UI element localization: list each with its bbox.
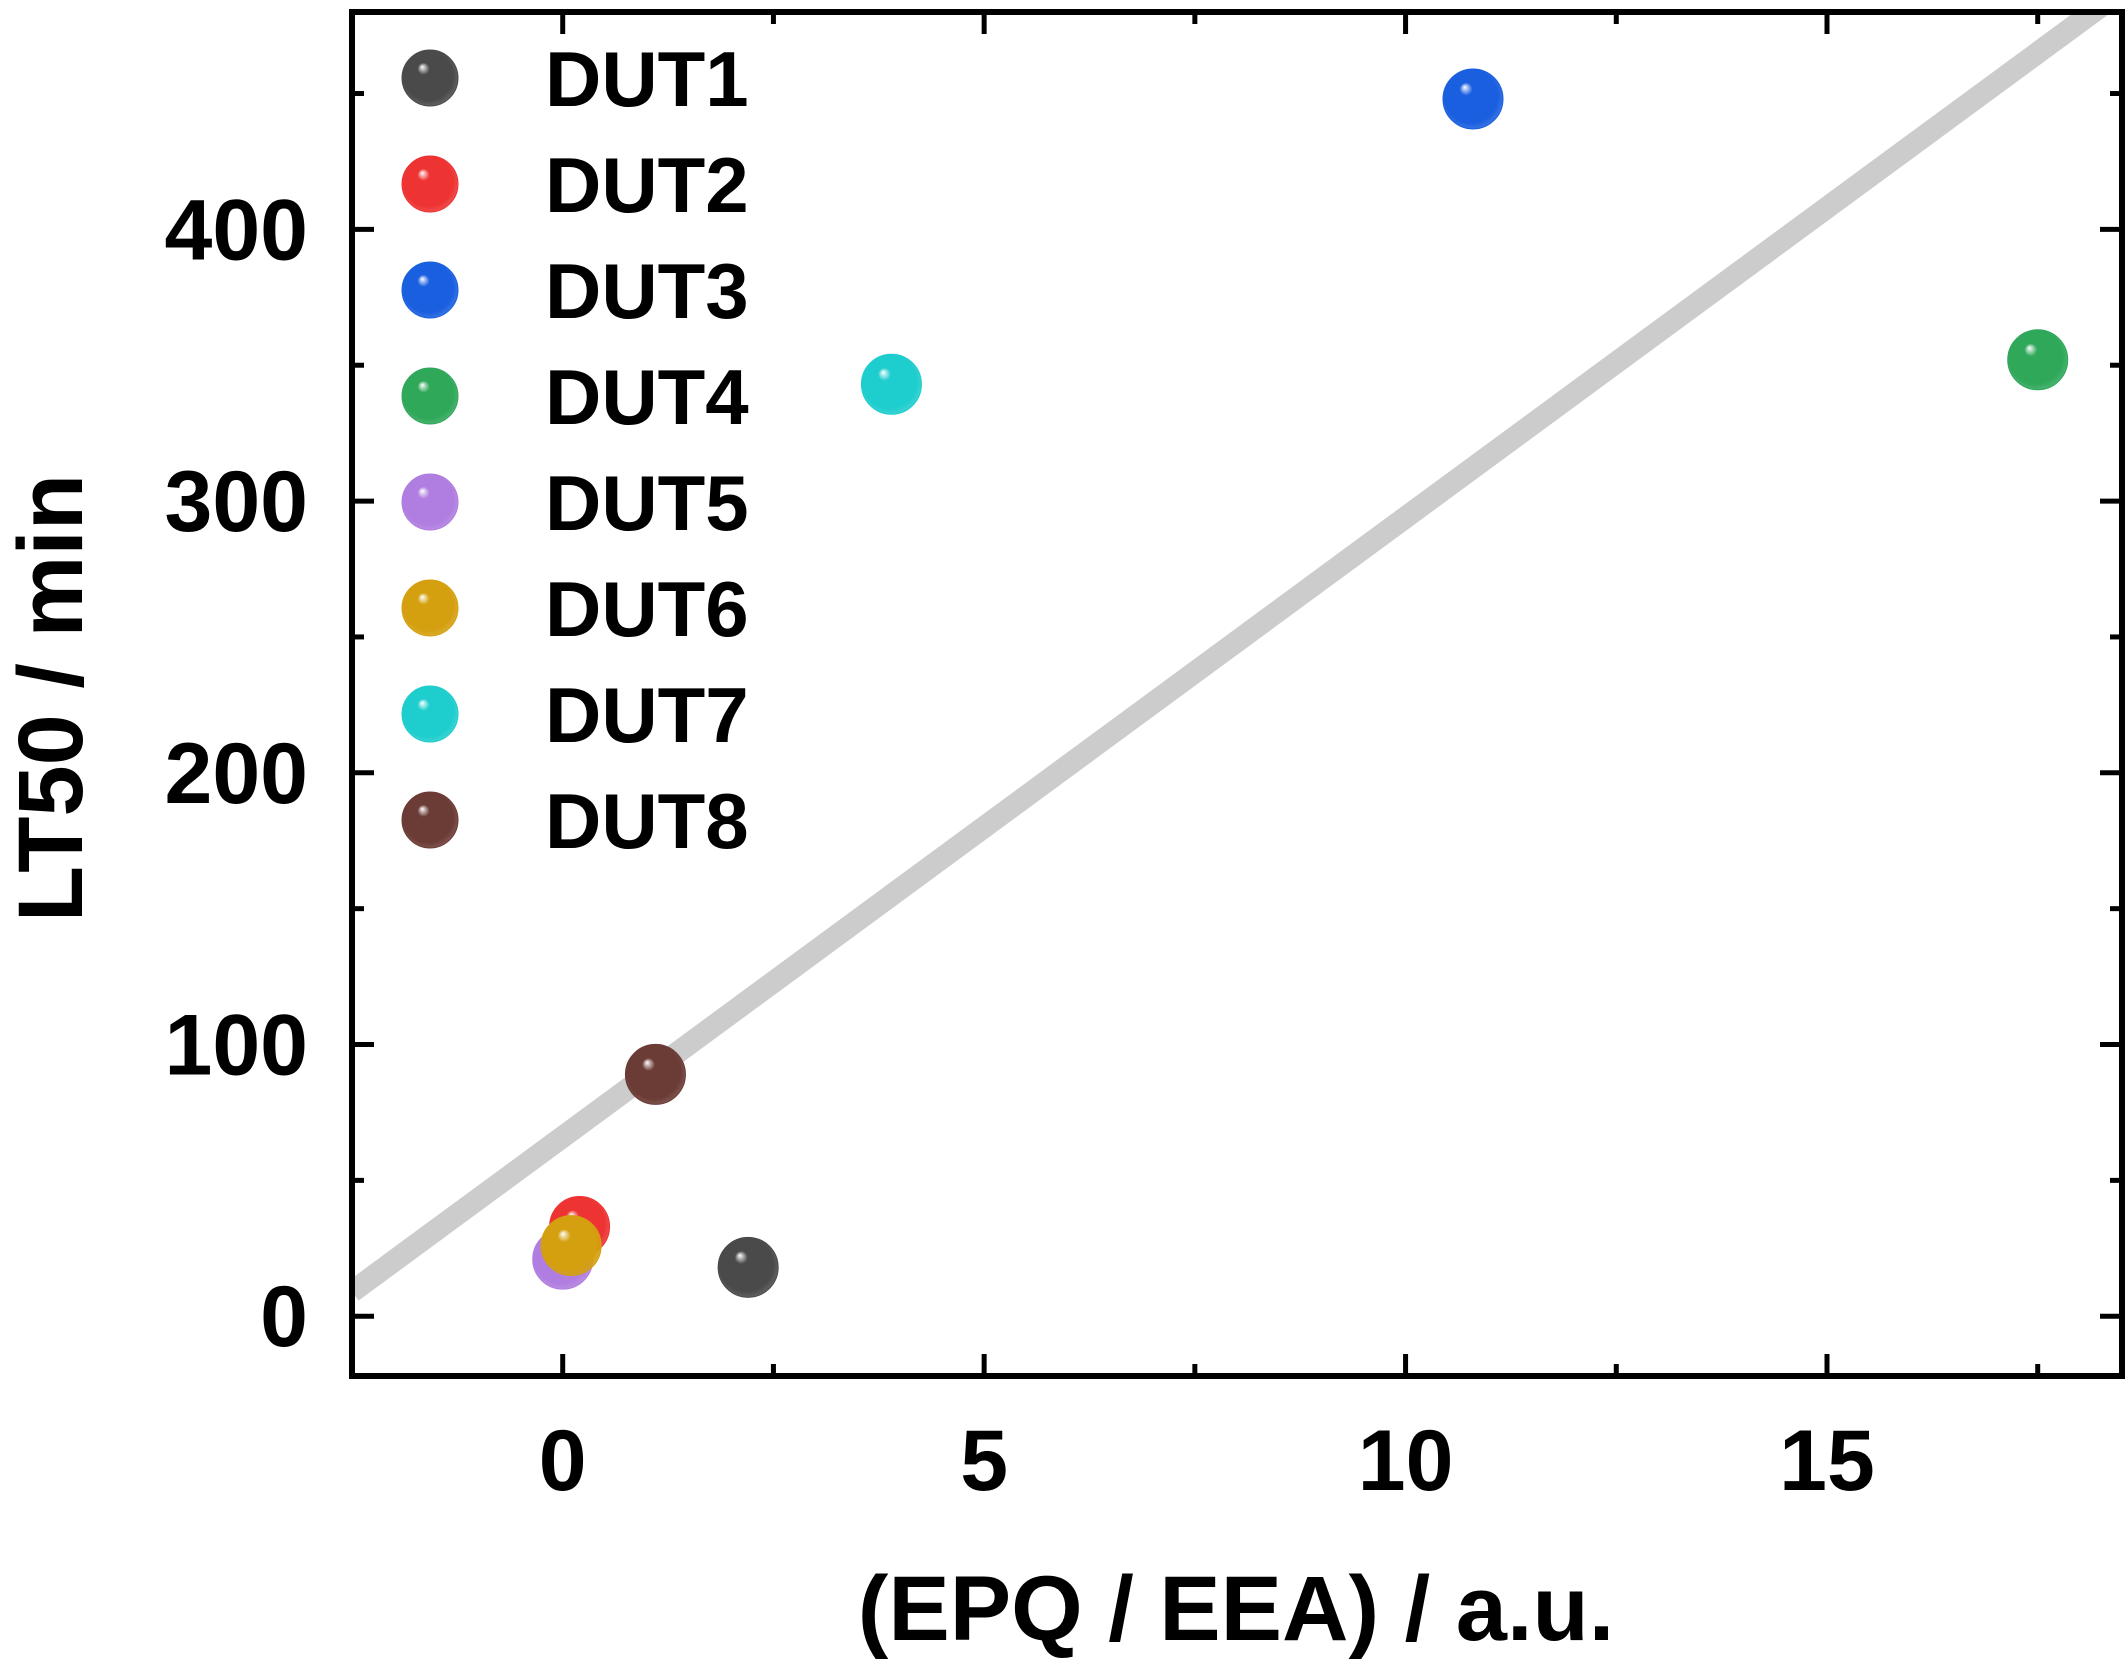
legend-label: DUT8 — [545, 777, 749, 865]
y-axis-title: LT50 / min — [0, 474, 102, 922]
legend-item: DUT3 — [401, 247, 749, 335]
legend-marker — [401, 473, 459, 531]
legend-item: DUT8 — [401, 777, 749, 865]
legend: DUT1 DUT2 DUT3 DUT4 DUT5 DUT6 DUT7 DUT8 — [401, 35, 749, 865]
axes-layer: 0 5 10 15 0 100 200 300 400 — [165, 9, 2125, 1509]
data-points-layer — [532, 68, 2069, 1298]
y-tick-label: 300 — [165, 454, 309, 550]
legend-marker — [401, 49, 459, 107]
legend-item: DUT2 — [401, 141, 749, 229]
y-tick-label: 100 — [165, 998, 309, 1094]
data-point-dut7 — [860, 353, 922, 415]
legend-label: DUT6 — [545, 565, 749, 653]
legend-marker — [401, 261, 459, 319]
y-tick-label: 0 — [260, 1269, 308, 1365]
data-point-dut8 — [624, 1043, 686, 1105]
legend-marker — [401, 367, 459, 425]
legend-marker — [401, 155, 459, 213]
plot-frame — [349, 9, 2125, 1379]
legend-marker — [401, 579, 459, 637]
legend-item: DUT4 — [401, 353, 749, 441]
legend-item: DUT6 — [401, 565, 749, 653]
legend-item: DUT5 — [401, 459, 749, 547]
legend-item: DUT7 — [401, 671, 749, 759]
legend-marker — [401, 791, 459, 849]
x-axis-title: (EPQ / EEA) / a.u. — [858, 1558, 1615, 1660]
x-tick-label: 5 — [960, 1413, 1008, 1509]
x-tick-label: 0 — [539, 1413, 587, 1509]
legend-label: DUT2 — [545, 141, 749, 229]
legend-label: DUT1 — [545, 35, 749, 123]
legend-label: DUT7 — [545, 671, 749, 759]
data-point-dut3 — [1442, 68, 1504, 130]
legend-marker — [401, 685, 459, 743]
y-tick-label: 400 — [165, 182, 309, 278]
x-tick-label: 15 — [1779, 1413, 1875, 1509]
legend-label: DUT4 — [545, 353, 749, 441]
legend-item: DUT1 — [401, 35, 749, 123]
legend-label: DUT3 — [545, 247, 749, 335]
data-point-dut1 — [717, 1236, 779, 1298]
legend-label: DUT5 — [545, 459, 749, 547]
data-point-dut4 — [2007, 329, 2069, 391]
data-point-dut6 — [540, 1215, 602, 1277]
x-tick-label: 10 — [1358, 1413, 1454, 1509]
y-tick-label: 200 — [165, 726, 309, 822]
